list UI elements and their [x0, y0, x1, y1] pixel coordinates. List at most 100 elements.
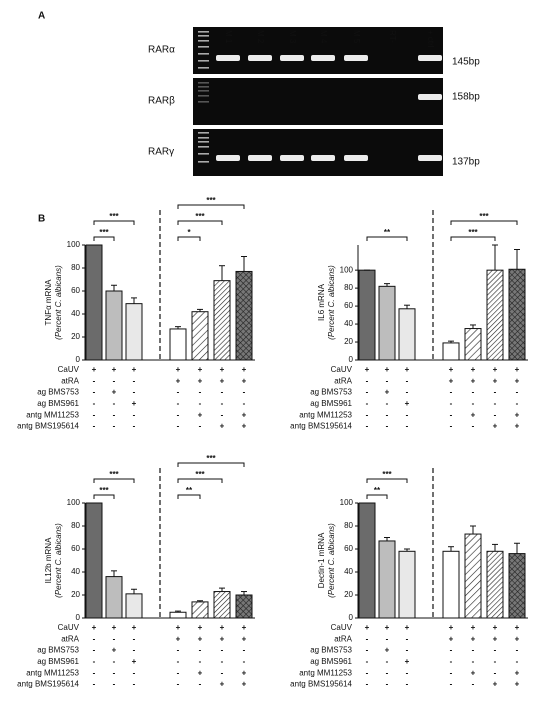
y-tick-label: 40	[71, 309, 80, 318]
condition-sign: -	[243, 399, 246, 408]
condition-sign: -	[93, 680, 96, 689]
error-bar	[197, 600, 203, 602]
condition-sign: +	[198, 668, 203, 677]
error-bar	[470, 525, 476, 535]
condition-label: CaUV	[58, 365, 80, 374]
y-tick-label: 100	[67, 240, 81, 249]
condition-label: ag BMS753	[37, 646, 79, 655]
y-tick-label: 100	[340, 498, 354, 507]
condition-sign: -	[406, 388, 409, 397]
condition-sign: -	[386, 422, 389, 431]
condition-sign: -	[113, 410, 116, 419]
significance-bracket	[177, 494, 201, 499]
significance-label: **	[374, 486, 381, 495]
condition-label: CaUV	[331, 623, 353, 632]
bar	[125, 593, 143, 619]
condition-sign: +	[449, 365, 454, 374]
error-bar	[514, 248, 520, 270]
condition-sign: +	[198, 365, 203, 374]
error-bar	[131, 588, 137, 594]
ladder-band	[198, 60, 209, 62]
condition-sign: -	[93, 668, 96, 677]
condition-sign: +	[405, 365, 410, 374]
gel-band	[248, 55, 272, 61]
bar	[378, 540, 396, 619]
condition-sign: +	[471, 376, 476, 385]
condition-sign: -	[366, 376, 369, 385]
error-bar	[514, 542, 520, 554]
gel-band	[280, 155, 304, 161]
condition-sign: -	[450, 422, 453, 431]
condition-sign: +	[242, 410, 247, 419]
condition-sign: -	[221, 399, 224, 408]
gel-band	[311, 155, 335, 161]
condition-sign: +	[449, 634, 454, 643]
condition-sign: +	[220, 376, 225, 385]
condition-sign: -	[177, 646, 180, 655]
error-bar	[175, 326, 181, 329]
bar	[442, 550, 460, 619]
condition-sign: +	[198, 376, 203, 385]
bar	[464, 533, 482, 619]
condition-sign: +	[132, 623, 137, 632]
condition-sign: -	[366, 657, 369, 666]
gel-band	[280, 55, 304, 61]
condition-label: ag BMS753	[37, 388, 79, 397]
condition-label: ag BMS961	[310, 399, 352, 408]
significance-bracket	[177, 462, 245, 467]
condition-sign: +	[515, 376, 520, 385]
condition-sign: +	[449, 623, 454, 632]
condition-label: CaUV	[331, 365, 353, 374]
condition-sign: -	[133, 388, 136, 397]
condition-sign: +	[198, 410, 203, 419]
condition-sign: -	[472, 646, 475, 655]
condition-sign: +	[385, 646, 390, 655]
bar	[398, 308, 416, 361]
condition-sign: +	[385, 388, 390, 397]
significance-bracket	[177, 204, 245, 209]
bar	[105, 290, 123, 361]
y-tick-label: 0	[349, 613, 354, 622]
condition-sign: +	[112, 388, 117, 397]
condition-sign: +	[112, 646, 117, 655]
gel-band	[216, 155, 240, 161]
gel-band	[418, 94, 442, 100]
error-bar	[131, 297, 137, 304]
y-axis-label: (Percent C. albicans)	[327, 265, 336, 340]
condition-sign: -	[386, 680, 389, 689]
condition-sign: -	[221, 388, 224, 397]
significance-bracket	[93, 220, 135, 225]
condition-sign: -	[516, 399, 519, 408]
condition-sign: +	[405, 623, 410, 632]
condition-label: ag BMS961	[37, 399, 79, 408]
y-axis-label: TNFα mRNA	[44, 279, 53, 326]
condition-sign: +	[92, 623, 97, 632]
condition-sign: -	[450, 646, 453, 655]
condition-sign: -	[494, 657, 497, 666]
bar	[358, 269, 376, 361]
condition-sign: +	[176, 623, 181, 632]
condition-label: atRA	[61, 634, 79, 643]
condition-sign: +	[365, 623, 370, 632]
y-tick-label: 60	[344, 544, 353, 553]
condition-sign: +	[176, 376, 181, 385]
condition-sign: -	[406, 680, 409, 689]
bar	[378, 285, 396, 361]
condition-sign: +	[471, 365, 476, 374]
condition-sign: -	[386, 657, 389, 666]
bar	[508, 553, 526, 619]
condition-sign: +	[176, 365, 181, 374]
condition-sign: -	[133, 634, 136, 643]
condition-sign: -	[406, 646, 409, 655]
y-tick-label: 20	[344, 337, 353, 346]
condition-label: antg BMS195614	[290, 680, 352, 689]
y-tick-label: 100	[340, 265, 354, 274]
condition-label: antg BMS195614	[17, 680, 79, 689]
ladder-band	[198, 146, 209, 148]
condition-sign: +	[493, 680, 498, 689]
condition-sign: -	[516, 657, 519, 666]
size-label: 137bp	[452, 157, 480, 168]
condition-label: CaUV	[58, 623, 80, 632]
condition-sign: -	[366, 668, 369, 677]
condition-sign: -	[199, 657, 202, 666]
